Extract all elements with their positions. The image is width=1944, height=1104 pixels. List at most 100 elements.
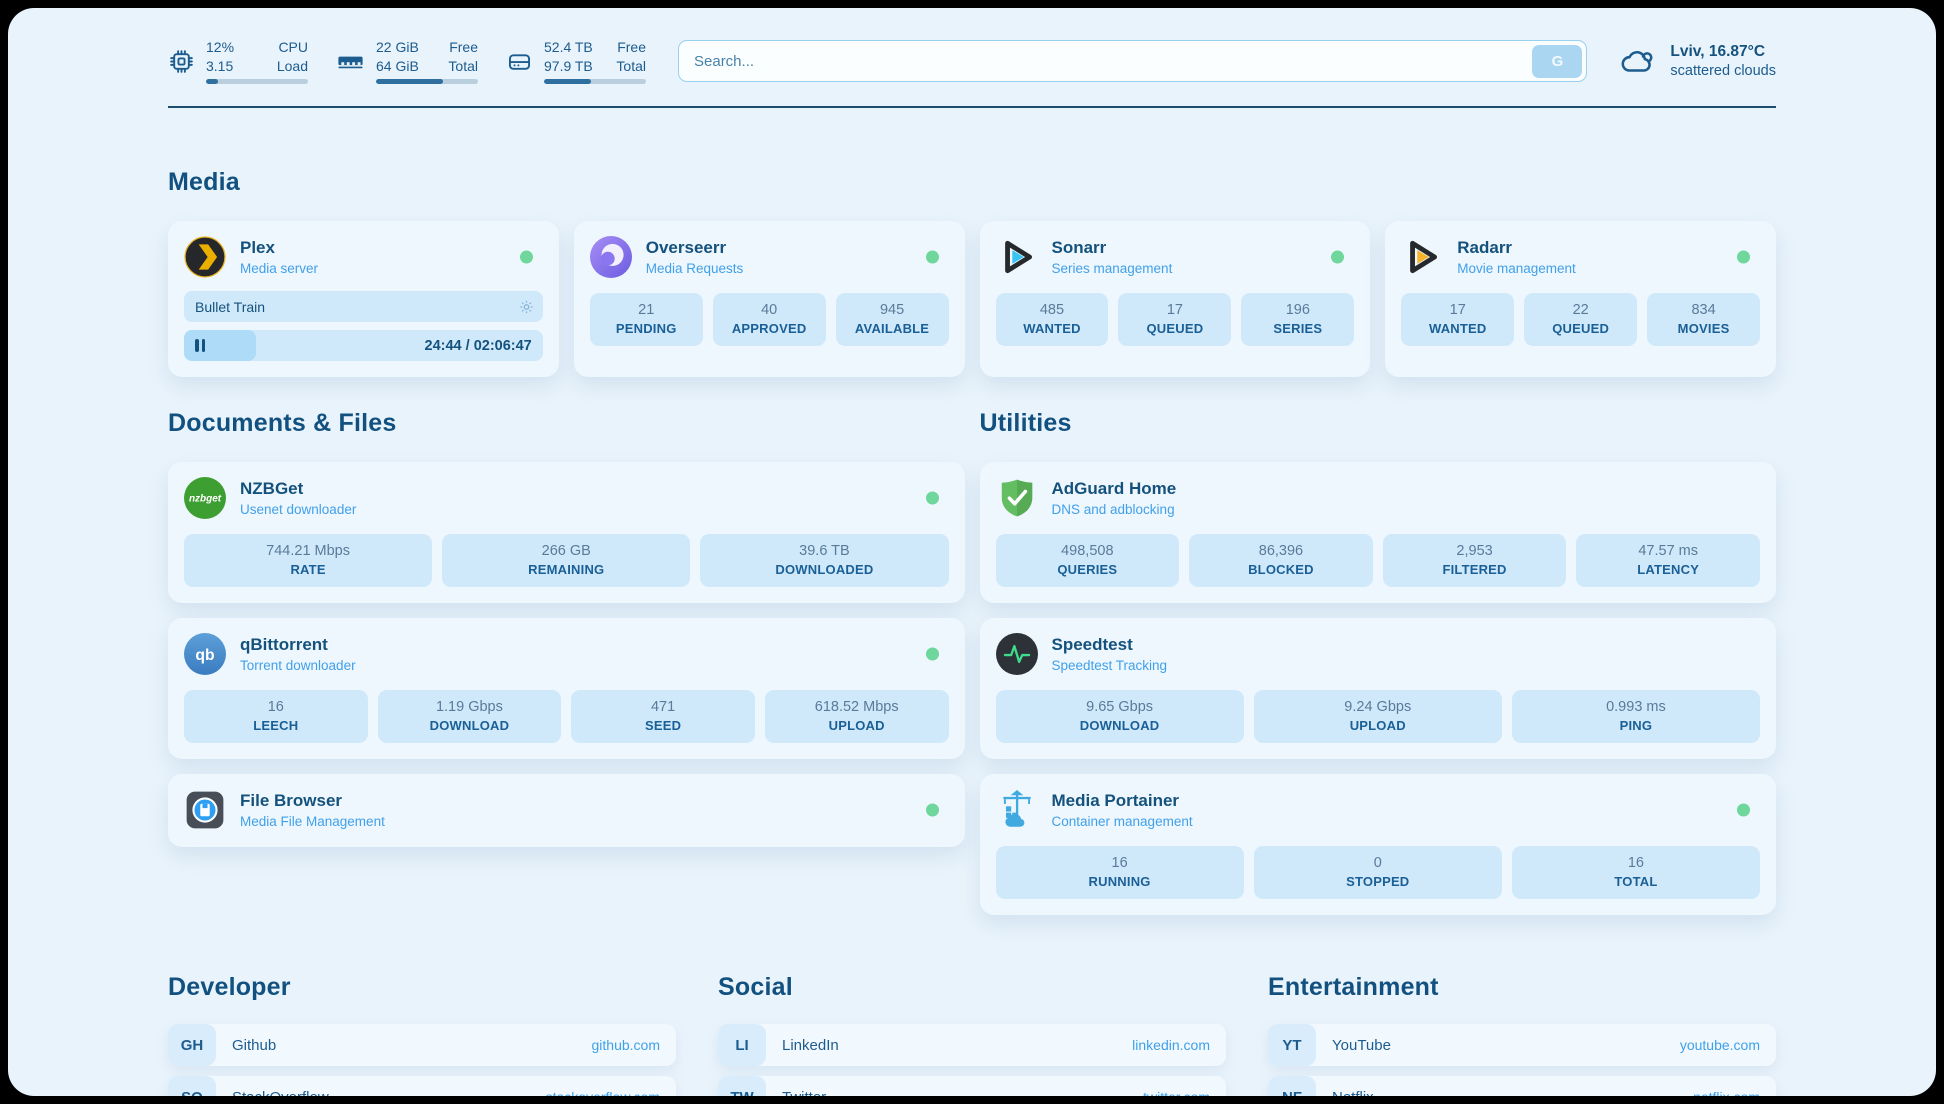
playback-progress-bar[interactable]: 24:44 / 02:06:47 — [184, 330, 543, 362]
stat-queued: 17 QUEUED — [1118, 293, 1232, 347]
link-groups: Developer GH Github github.com SO StackOverfl… — [168, 973, 1776, 1096]
card-subtitle: Usenet downloader — [240, 502, 357, 518]
stat-label: REMAINING — [528, 562, 605, 578]
status-dot — [1331, 250, 1345, 264]
resource-value-1: 52.4 TB — [544, 39, 593, 55]
disk-icon — [506, 48, 533, 75]
header-divider — [168, 106, 1776, 109]
plex-icon — [184, 236, 226, 278]
link-item-netflix[interactable]: NF Netflix netflix.com — [1268, 1076, 1776, 1096]
stat-value: 39.6 TB — [799, 543, 850, 560]
status-dot — [1737, 803, 1750, 817]
portainer-icon — [996, 789, 1038, 831]
card-subtitle: Media server — [240, 261, 319, 277]
link-group-entertainment: Entertainment YT YouTube youtube.com NF Netfl… — [1268, 973, 1776, 1096]
card-subtitle: Container management — [1051, 814, 1193, 830]
stat-value: 945 — [879, 302, 905, 319]
stat-wanted: 17 WANTED — [1401, 293, 1515, 347]
stat-label: UPLOAD — [828, 718, 885, 734]
overseerr-card[interactable]: Overseerr Media Requests 21 PENDING 40 APPROV… — [573, 221, 965, 378]
speedtest-card[interactable]: Speedtest Speedtest Tracking 9.65 Gbps DOWN… — [979, 618, 1776, 760]
stat-value: 498,508 — [1061, 543, 1114, 560]
stat-stopped: 0 STOPPED — [1253, 846, 1502, 900]
link-name: Twitter — [782, 1089, 826, 1096]
resource-label-2: Total — [616, 58, 646, 75]
link-abbr: SO — [168, 1076, 216, 1096]
qbittorrent-icon: qb — [184, 633, 226, 676]
search-engine-button[interactable]: G — [1532, 44, 1583, 78]
stat-value: 744.21 Mbps — [266, 543, 350, 560]
stat-value: 196 — [1285, 302, 1310, 319]
stat-upload: 618.52 Mbps UPLOAD — [764, 690, 949, 744]
section-title-documents: Documents & Files — [168, 409, 397, 438]
cloud-icon — [1619, 42, 1657, 80]
stat-label: LATENCY — [1637, 562, 1700, 578]
resource-value-1: 22 GiB — [376, 39, 419, 55]
link-group-social: Social LI LinkedIn linkedin.com TW Twitter twi… — [718, 973, 1226, 1096]
link-item-linkedin[interactable]: LI LinkedIn linkedin.com — [718, 1024, 1226, 1067]
stat-label: SERIES — [1273, 321, 1323, 337]
card-title: AdGuard Home — [1051, 479, 1177, 499]
stat-label: DOWNLOADED — [775, 562, 874, 578]
qbittorrent-card[interactable]: qb qBittorrent Torrent downloader 16 LEECH 1.… — [168, 618, 965, 760]
resource-disk: 52.4 TB 97.9 TB Free Total — [506, 38, 646, 85]
stat-label: UPLOAD — [1349, 718, 1406, 734]
stat-pending: 21 PENDING — [589, 293, 703, 347]
stat-value: 1.19 Gbps — [435, 699, 503, 716]
card-subtitle: Media Requests — [645, 261, 744, 277]
stat-value: 17 — [1166, 302, 1183, 319]
link-url: twitter.com — [1143, 1089, 1210, 1096]
status-dot — [925, 803, 939, 817]
resource-cpu: 12% 3.15 CPU Load — [168, 38, 308, 85]
stat-queries: 498,508 QUERIES — [995, 534, 1180, 588]
stat-label: AVAILABLE — [854, 321, 930, 337]
pause-icon[interactable] — [195, 339, 205, 353]
speedtest-icon — [995, 633, 1038, 676]
link-item-stackoverflow[interactable]: SO StackOverflow stackoverflow.com — [168, 1076, 676, 1096]
stat-label: PENDING — [615, 321, 677, 337]
search-input[interactable] — [694, 52, 1533, 70]
stat-queued: 22 QUEUED — [1524, 293, 1638, 347]
stat-label: LEECH — [253, 718, 299, 734]
adguard-card[interactable]: AdGuard Home DNS and adblocking 498,508 QUE… — [979, 462, 1776, 604]
filebrowser-card[interactable]: File Browser Media File Management — [168, 774, 965, 848]
stat-label: PING — [1619, 718, 1653, 734]
gear-icon[interactable] — [519, 299, 534, 314]
filebrowser-icon — [184, 789, 226, 831]
media-portainer-card[interactable]: Media Portainer Container management 16 RUN… — [979, 774, 1776, 916]
card-title: Speedtest — [1051, 635, 1133, 655]
link-group-title: Social — [718, 973, 793, 1002]
documents-card-list: nzbget NZBGet Usenet downloader 744.21 Mbps… — [168, 462, 965, 848]
stat-label: QUEUED — [1552, 321, 1610, 337]
stat-value: 21 — [638, 302, 655, 319]
card-title: Media Portainer — [1051, 791, 1180, 811]
nzbget-card[interactable]: nzbget NZBGet Usenet downloader 744.21 Mbps… — [168, 462, 965, 604]
link-item-github[interactable]: GH Github github.com — [168, 1024, 676, 1067]
link-item-youtube[interactable]: YT YouTube youtube.com — [1268, 1024, 1776, 1067]
resource-label-1: Free — [449, 39, 478, 55]
card-subtitle: Media File Management — [240, 814, 385, 830]
sonarr-card[interactable]: Sonarr Series management 485 WANTED 17 QUEUED… — [979, 221, 1371, 378]
stat-remaining: 266 GB REMAINING — [442, 534, 691, 588]
card-subtitle: Series management — [1051, 261, 1173, 277]
link-item-twitter[interactable]: TW Twitter twitter.com — [718, 1076, 1226, 1096]
stat-leech: 16 LEECH — [184, 690, 368, 744]
stat-latency: 47.57 ms LATENCY — [1576, 534, 1760, 588]
stat-value: 16 — [1111, 855, 1128, 872]
stat-value: 9.24 Gbps — [1344, 699, 1412, 716]
stat-value: 17 — [1449, 302, 1466, 319]
radarr-card[interactable]: Radarr Movie management 17 WANTED 22 QUEUED 83… — [1385, 221, 1776, 378]
stat-seed: 471 SEED — [571, 690, 755, 744]
resource-progress-bar — [206, 79, 308, 85]
card-subtitle: Torrent downloader — [240, 658, 356, 674]
link-name: Netflix — [1332, 1089, 1374, 1096]
link-name: Github — [232, 1036, 277, 1054]
stat-label: APPROVED — [731, 321, 807, 337]
plex-card[interactable]: Plex Media server Bullet Train 24:44 / 02:0… — [168, 221, 559, 378]
stat-value: 471 — [650, 699, 676, 716]
stat-value: 485 — [1039, 302, 1065, 319]
adguard-icon — [996, 477, 1038, 519]
stat-label: STOPPED — [1346, 874, 1410, 890]
section-title-utilities: Utilities — [979, 409, 1072, 438]
resource-label-1: Free — [617, 39, 646, 55]
